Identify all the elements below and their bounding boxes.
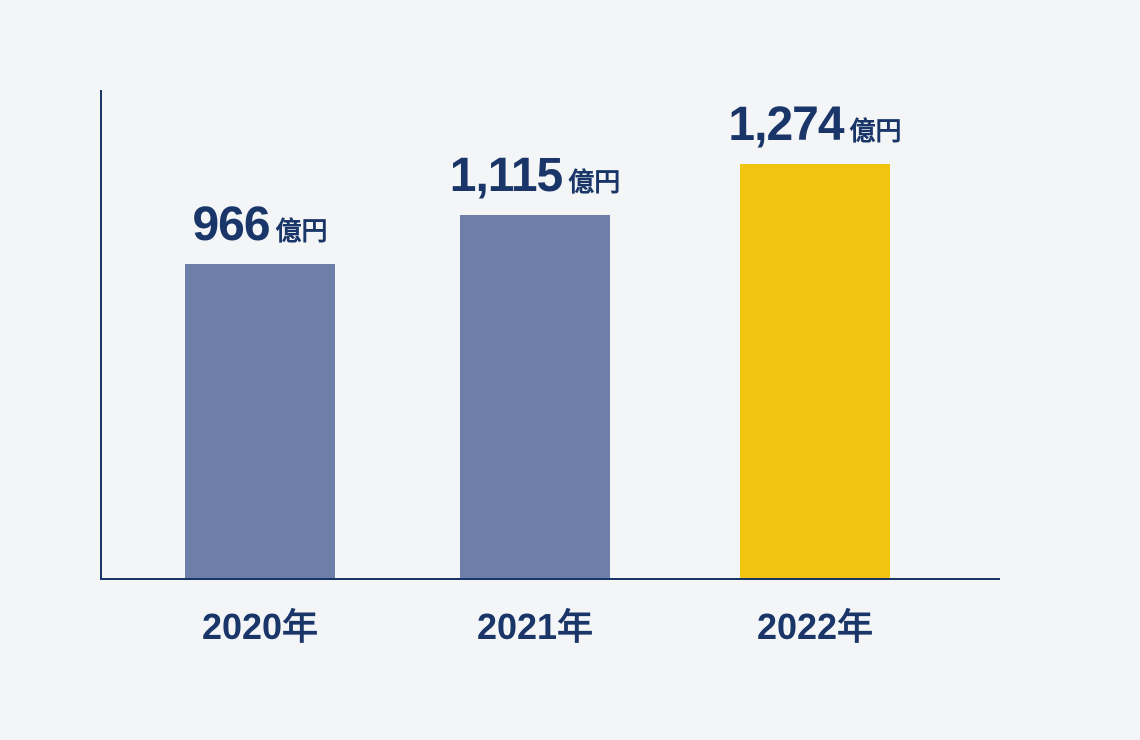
x-label-2020: 2020年 [160, 598, 360, 650]
bar-value-2022: 1,274 [728, 98, 843, 151]
x-axis [100, 578, 1000, 580]
bar-value-2021: 1,115 [450, 149, 562, 202]
bar-label-2021: 1,115億円 [415, 148, 655, 203]
bar-2020 [185, 264, 335, 578]
x-label-2021: 2021年 [435, 598, 635, 650]
bar-2021 [460, 215, 610, 578]
bar-label-2020: 966億円 [140, 197, 380, 252]
bar-unit-2022: 億円 [850, 116, 902, 146]
bar-2022 [740, 164, 890, 578]
bar-unit-2021: 億円 [568, 167, 620, 197]
bar-chart: 966億円 1,115億円 1,274億円 [100, 90, 1000, 580]
bar-value-2020: 966 [192, 198, 269, 251]
y-axis [100, 90, 102, 580]
x-label-2022: 2022年 [715, 598, 915, 650]
bar-label-2022: 1,274億円 [695, 97, 935, 152]
bar-unit-2020: 億円 [276, 216, 328, 246]
